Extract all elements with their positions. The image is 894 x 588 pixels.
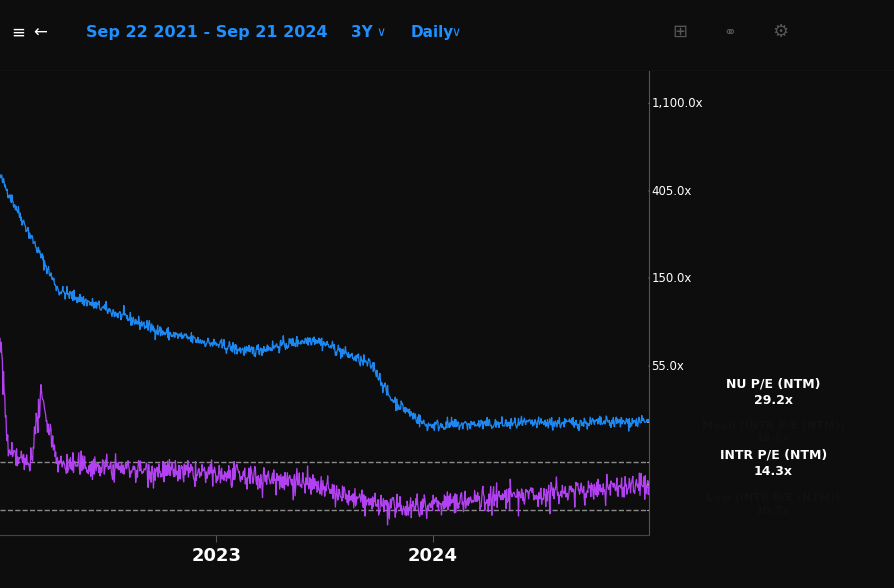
- Text: NU P/E (NTM)
29.2x: NU P/E (NTM) 29.2x: [725, 377, 820, 407]
- Text: INTR P/E (NTM)
14.3x: INTR P/E (NTM) 14.3x: [719, 448, 826, 478]
- Text: 14.3x: 14.3x: [294, 153, 335, 167]
- Text: Sep 22 2021 - Sep 21 2024: Sep 22 2021 - Sep 21 2024: [86, 25, 327, 40]
- Text: ∨: ∨: [376, 26, 385, 39]
- Text: ←: ←: [33, 24, 46, 41]
- Text: ⚙: ⚙: [771, 24, 788, 41]
- Text: 29.2x: 29.2x: [294, 95, 335, 108]
- Text: ≡: ≡: [11, 24, 25, 41]
- Text: 3Y: 3Y: [350, 25, 373, 40]
- Bar: [9, 76, 13, 126]
- Text: InPrice / Earnings - P/E (NTM): InPrice / Earnings - P/E (NTM): [50, 153, 243, 167]
- Text: ⚭: ⚭: [723, 25, 736, 40]
- Text: 55.0x: 55.0x: [651, 359, 684, 373]
- Text: NU: NU: [21, 94, 46, 109]
- Text: ✕: ✕: [493, 96, 502, 106]
- Text: ⊞: ⊞: [671, 24, 687, 41]
- Text: Daily: Daily: [410, 25, 453, 40]
- Text: ∨: ∨: [451, 26, 460, 39]
- Text: N. Price / Earnings - P/E (NTM): N. Price / Earnings - P/E (NTM): [50, 95, 249, 108]
- Text: 405.0x: 405.0x: [651, 185, 691, 198]
- Text: ✦: ✦: [458, 96, 467, 106]
- Bar: [9, 135, 13, 185]
- Text: INTR: INTR: [21, 153, 61, 168]
- Text: 1,100.0x: 1,100.0x: [651, 97, 703, 110]
- Text: Low (INTR P/E (NTM))
10.7x: Low (INTR P/E (NTM)) 10.7x: [705, 493, 839, 516]
- Text: ✦: ✦: [458, 155, 467, 165]
- Text: 150.0x: 150.0x: [651, 272, 691, 285]
- Text: ✕: ✕: [493, 155, 502, 165]
- Text: Mean (INTR P/E (NTM))
18.5x: Mean (INTR P/E (NTM)) 18.5x: [701, 421, 844, 443]
